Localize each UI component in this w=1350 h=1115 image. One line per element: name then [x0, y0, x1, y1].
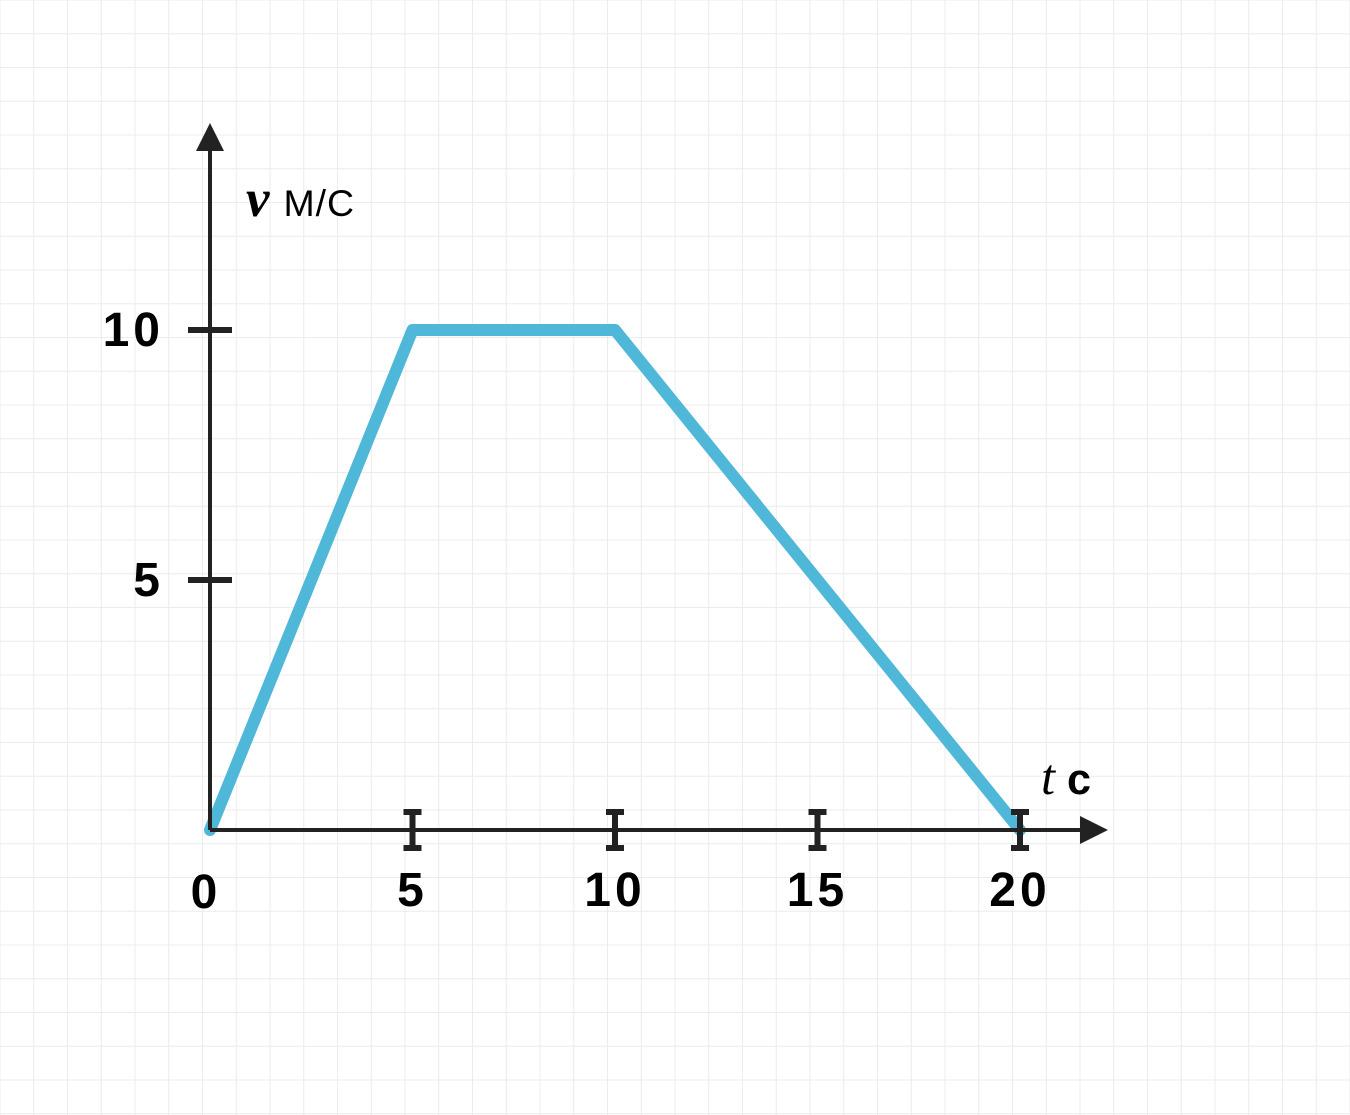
y-axis-unit: М/C	[283, 182, 355, 224]
background-grid	[0, 0, 1350, 1115]
velocity-time-plot: 5 10 15 20 0 5 10 v М/C tc	[0, 0, 1350, 1115]
x-tick-label: 20	[989, 864, 1050, 917]
x-axis-label: tc	[1041, 749, 1092, 805]
x-axis-unit: c	[1067, 756, 1092, 804]
x-tick-label: 15	[787, 864, 848, 917]
chart-stage: 5 10 15 20 0 5 10 v М/C tc	[0, 0, 1350, 1115]
x-tick-label: 10	[584, 864, 645, 917]
y-axis-symbol: v	[246, 170, 270, 228]
x-axis-symbol: t	[1041, 749, 1057, 805]
origin-label: 0	[191, 866, 222, 919]
y-tick-label: 10	[103, 304, 164, 357]
x-tick-label: 5	[397, 864, 428, 917]
y-tick-label: 5	[133, 554, 164, 607]
